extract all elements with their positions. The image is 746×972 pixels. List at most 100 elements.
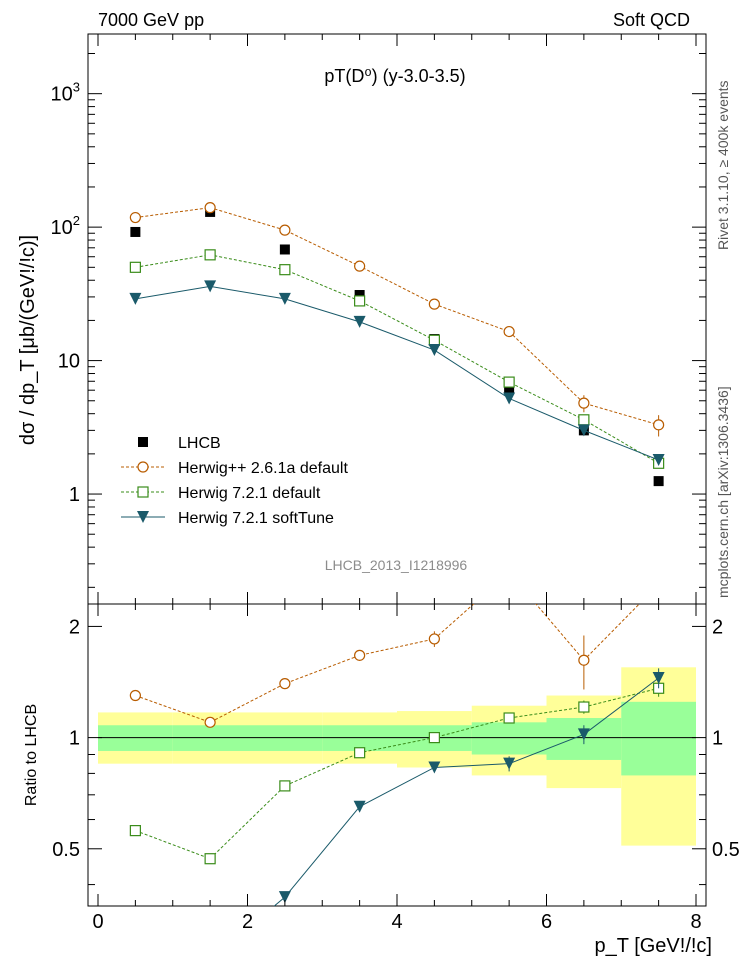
data-point — [653, 419, 665, 431]
legend-label: Herwig 7.2.1 softTune — [178, 510, 334, 527]
tick-label: 1 — [712, 728, 723, 750]
ratio-inner-band — [247, 725, 323, 751]
ratio-point — [503, 757, 516, 770]
data-point — [204, 280, 217, 293]
tick-label: 0.5 — [52, 839, 80, 861]
data-point — [278, 292, 291, 305]
data-point — [428, 334, 440, 346]
main-y-axis-title: dσ / dp_T [μb/(GeV!/!c)] — [17, 235, 39, 445]
ratio-inner-band — [172, 725, 248, 751]
ratio-series-line — [273, 677, 659, 906]
data-point — [354, 290, 365, 301]
data-point — [652, 453, 665, 466]
ratio-point — [428, 732, 440, 744]
ratio-point — [428, 761, 441, 774]
data-point — [129, 292, 142, 305]
data-point — [578, 397, 590, 409]
data-point — [354, 260, 366, 272]
tick-label: 4 — [391, 911, 402, 933]
legend-label: Herwig++ 2.6.1a default — [178, 460, 348, 477]
ratio-point — [428, 633, 440, 645]
ratio-point — [204, 716, 216, 728]
ratio-point — [279, 780, 291, 792]
ratio-point — [578, 701, 590, 713]
series-line — [135, 254, 659, 464]
data-point — [504, 384, 515, 395]
legend-label: LHCB — [178, 435, 221, 452]
data-point — [353, 315, 366, 328]
analysis-label: LHCB_2013_I1218996 — [325, 557, 468, 573]
ratio-point — [129, 689, 141, 702]
ratio-point — [654, 579, 664, 589]
data-point — [578, 414, 590, 426]
ratio-point — [354, 747, 366, 759]
tick-label: 2 — [242, 911, 253, 933]
data-point — [204, 202, 216, 214]
x-axis-title: p_T [GeV!/!c] — [595, 935, 712, 957]
ratio-point — [578, 654, 590, 666]
tick-label: 2 — [69, 616, 80, 638]
ratio-y-axis-title: Ratio to LHCB — [23, 704, 40, 806]
ratio-point — [204, 954, 216, 966]
series-line — [135, 207, 659, 426]
data-point — [577, 424, 590, 437]
tick-label: 8 — [690, 911, 701, 933]
ratio-point — [504, 567, 514, 577]
tick-label: 10 — [58, 351, 80, 373]
legend: LHCB Herwig++ 2.6.1a default Herwig 7.2.1 … — [121, 435, 348, 527]
ratio-inner-band — [621, 701, 696, 776]
tick-label: 0 — [92, 911, 103, 933]
data-point — [428, 344, 441, 357]
ratio-inner-band — [98, 725, 173, 751]
ratio-point — [204, 853, 216, 865]
ratio-point — [503, 712, 515, 724]
ratio-point — [129, 825, 141, 837]
data-point — [204, 249, 216, 261]
plot-title: pT(D⁰) (y-3.0-3.5) — [324, 66, 465, 86]
tick-label: 103 — [51, 80, 80, 106]
data-point — [279, 244, 290, 255]
legend-marker — [137, 511, 149, 523]
ratio-point — [354, 649, 366, 661]
data-point — [129, 261, 141, 273]
ratio-series-line — [135, 687, 659, 860]
header-left-label: 7000 GeV pp — [98, 10, 204, 30]
ratio-point — [577, 728, 590, 741]
data-point — [503, 392, 516, 405]
data-point — [503, 325, 515, 338]
legend-label: Herwig 7.2.1 default — [178, 485, 321, 502]
axes-layer: 0 2 4 6 8 1 10 102 103 0.5 0.5 1 1 2 2 — [51, 34, 740, 933]
ratio-point — [279, 678, 291, 690]
main-plot-layer — [129, 202, 665, 487]
ratio-series-line — [135, 604, 640, 723]
tick-label: 2 — [712, 616, 723, 638]
tick-label: 102 — [51, 213, 80, 239]
data-point — [354, 295, 366, 307]
data-point — [130, 226, 141, 237]
tick-label: 1 — [69, 728, 80, 750]
legend-marker — [137, 461, 149, 473]
ratio-plot-layer — [129, 567, 665, 966]
series-line — [135, 285, 659, 461]
data-point — [653, 476, 664, 487]
data-point — [428, 298, 440, 310]
data-point — [279, 224, 291, 236]
legend-marker — [137, 486, 149, 498]
data-point — [279, 264, 291, 276]
legend-marker — [138, 437, 148, 447]
ratio-point — [652, 672, 665, 685]
ratio-inner-band — [471, 722, 547, 755]
ratio-uncertainty-bands — [98, 667, 696, 846]
ratio-inner-band — [322, 725, 397, 751]
rivet-version-label: Rivet 3.1.10, ≥ 400k events — [715, 80, 731, 250]
mcplots-label: mcplots.cern.ch [arXiv:1306.3436] — [715, 386, 731, 598]
ratio-point — [353, 800, 366, 813]
data-point — [503, 376, 515, 388]
ratio-point — [278, 891, 291, 904]
data-point — [129, 211, 141, 224]
header-right-label: Soft QCD — [613, 10, 690, 30]
tick-label: 6 — [541, 911, 552, 933]
tick-label: 0.5 — [712, 839, 740, 861]
tick-label: 1 — [69, 484, 80, 506]
